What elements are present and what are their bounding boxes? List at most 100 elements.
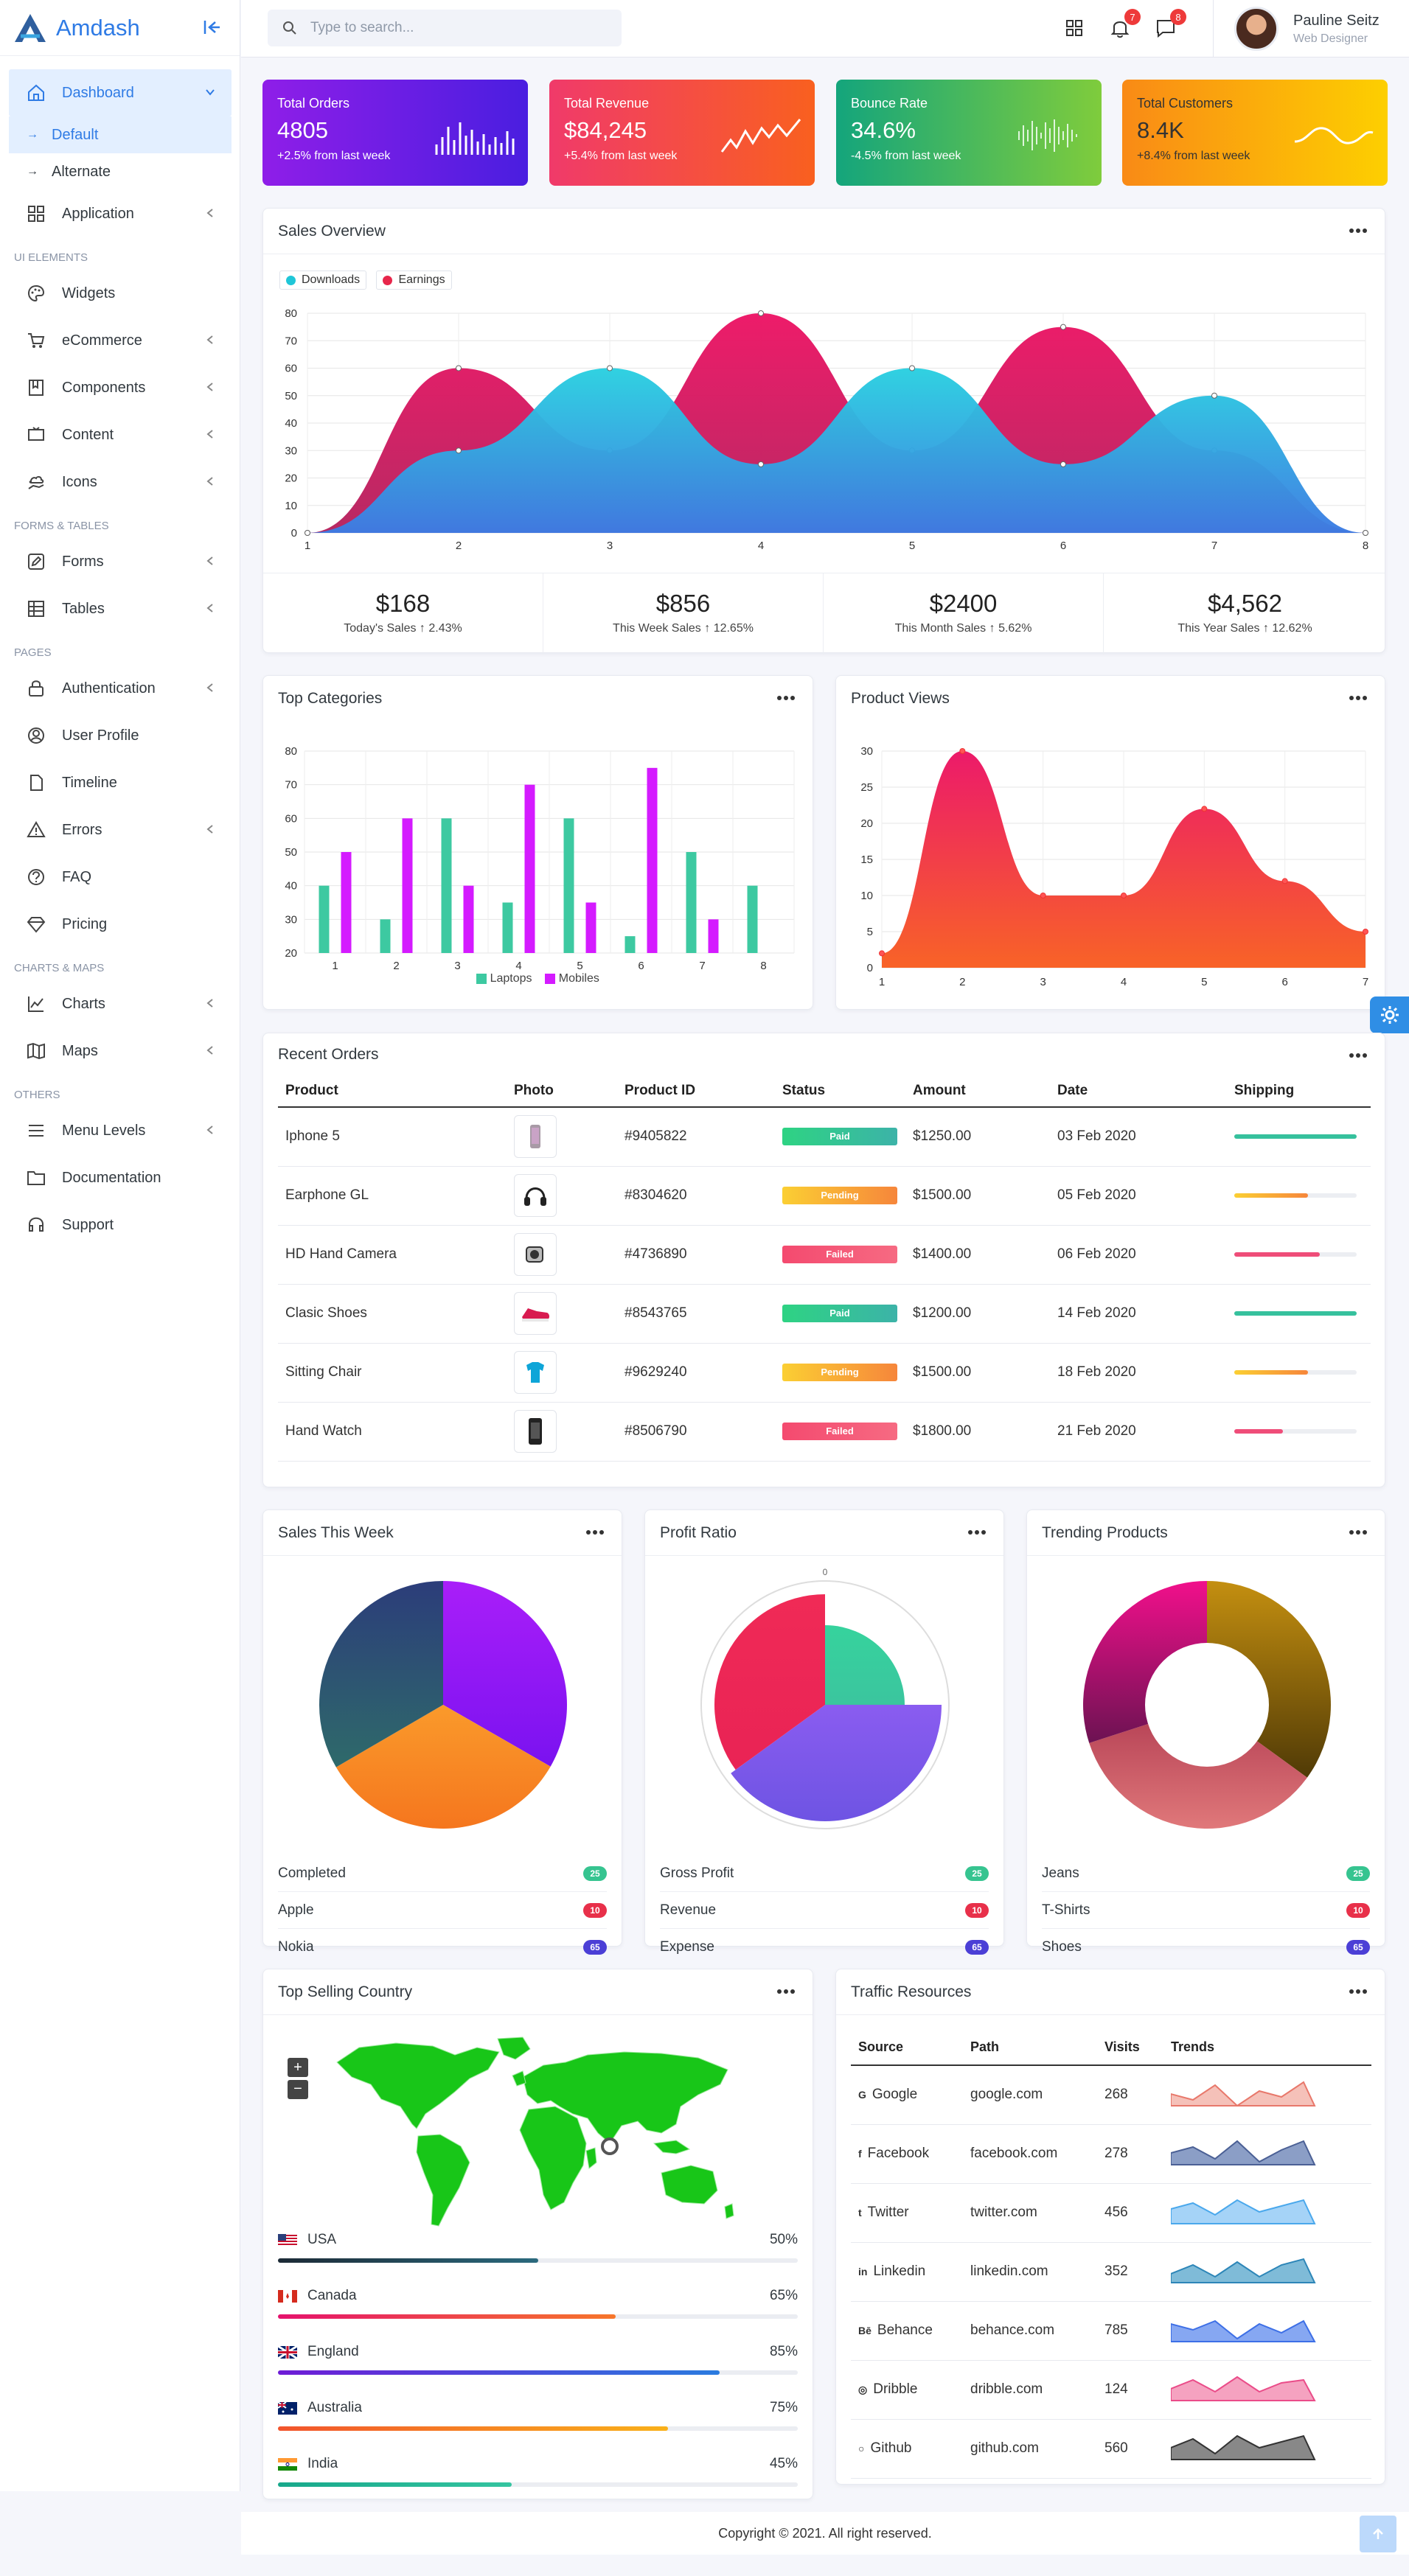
bar-laptops[interactable] [686, 852, 697, 953]
settings-toggle[interactable] [1370, 996, 1409, 1033]
pie-slice-nokia[interactable] [319, 1581, 443, 1767]
legend-label[interactable]: Laptops [490, 972, 532, 985]
data-point[interactable] [1363, 530, 1368, 536]
column-header[interactable]: Status [782, 1075, 913, 1108]
table-row[interactable]: Bē Behance behance.com 785 [851, 2301, 1371, 2361]
sidebar-item-pricing[interactable]: Pricing [9, 901, 232, 948]
bar-laptops[interactable] [747, 885, 758, 953]
sidebar-item-ecommerce[interactable]: eCommerce [9, 317, 232, 364]
series-area-downloads[interactable] [307, 368, 1365, 534]
sidebar-item-icons[interactable]: Icons [9, 458, 232, 506]
notifications-button[interactable]: 7 [1108, 9, 1141, 40]
table-row[interactable]: Earphone GL #8304620 Pending $1500.00 05… [278, 1166, 1371, 1226]
sidebar-item-dashboard[interactable]: Dashboard [9, 69, 232, 116]
bar-laptops[interactable] [380, 919, 391, 953]
search-input[interactable]: Type to search... [268, 10, 622, 46]
bar-mobiles[interactable] [524, 784, 535, 953]
bar-laptops[interactable] [625, 936, 636, 953]
data-point[interactable] [879, 950, 885, 957]
sidebar-subitem-default[interactable]: → Default [9, 116, 232, 153]
table-row[interactable]: ◎ Dribble dribble.com 124 [851, 2360, 1371, 2420]
sidebar-item-user-profile[interactable]: User Profile [9, 712, 232, 759]
sidebar-item-tables[interactable]: Tables [9, 585, 232, 632]
bar-mobiles[interactable] [708, 919, 719, 953]
pie-slice-expense[interactable] [714, 1594, 825, 1770]
table-row[interactable]: f Facebook facebook.com 278 [851, 2124, 1371, 2184]
more-options-icon[interactable] [776, 1986, 796, 1997]
data-point[interactable] [607, 365, 613, 371]
more-options-icon[interactable] [1348, 1050, 1368, 1061]
table-row[interactable]: in Linkedin linkedin.com 352 [851, 2242, 1371, 2302]
data-point[interactable] [1060, 324, 1066, 330]
table-row[interactable]: ○ Github github.com 560 [851, 2419, 1371, 2479]
sidebar-subitem-alternate[interactable]: → Alternate [9, 153, 232, 190]
pie-slice-revenue[interactable] [731, 1705, 942, 1821]
column-header[interactable]: Product ID [625, 1075, 782, 1108]
data-point[interactable] [758, 461, 764, 467]
sidebar-item-application[interactable]: Application [9, 190, 232, 237]
pie-slice-gross-profit[interactable] [825, 1625, 905, 1705]
legend-downloads[interactable]: Downloads [279, 270, 367, 290]
column-header[interactable]: Source [851, 2030, 970, 2066]
sidebar-item-forms[interactable]: Forms [9, 538, 232, 585]
back-to-top-button[interactable] [1360, 2516, 1396, 2552]
sidebar-item-widgets[interactable]: Widgets [9, 270, 232, 317]
more-options-icon[interactable] [1348, 1527, 1368, 1537]
brand[interactable]: Amdash [0, 0, 240, 56]
data-point[interactable] [305, 530, 310, 536]
data-point[interactable] [1363, 929, 1368, 935]
bar-mobiles[interactable] [402, 818, 413, 953]
world-map[interactable] [330, 2033, 742, 2239]
more-options-icon[interactable] [1348, 693, 1368, 703]
column-header[interactable]: Trends [1171, 2030, 1371, 2066]
data-point[interactable] [1201, 806, 1208, 812]
bar-laptops[interactable] [563, 818, 574, 953]
data-point[interactable] [1040, 893, 1046, 898]
data-point[interactable] [1060, 461, 1066, 467]
column-header[interactable]: Path [970, 2030, 1104, 2066]
legend-earnings[interactable]: Earnings [376, 270, 452, 290]
legend-label[interactable]: Mobiles [558, 972, 599, 985]
pie-slice-completed[interactable] [443, 1581, 567, 1767]
bar-mobiles[interactable] [341, 852, 352, 953]
sidebar-item-charts[interactable]: Charts [9, 980, 232, 1027]
sidebar-item-authentication[interactable]: Authentication [9, 665, 232, 712]
bar-mobiles[interactable] [463, 885, 474, 953]
column-header[interactable]: Photo [514, 1075, 625, 1108]
more-options-icon[interactable] [1348, 1986, 1368, 1997]
sidebar-item-components[interactable]: Components [9, 364, 232, 411]
table-row[interactable]: Clasic Shoes #8543765 Paid $1200.00 14 F… [278, 1284, 1371, 1344]
column-header[interactable]: Visits [1104, 2030, 1171, 2066]
data-point[interactable] [758, 310, 764, 316]
donut-slice-jeans[interactable] [1207, 1581, 1331, 1778]
column-header[interactable]: Date [1057, 1075, 1234, 1108]
bar-laptops[interactable] [319, 885, 330, 953]
sidebar-item-content[interactable]: Content [9, 411, 232, 458]
data-point[interactable] [909, 365, 915, 371]
more-options-icon[interactable] [776, 693, 796, 703]
sidebar-item-errors[interactable]: Errors [9, 806, 232, 854]
map-zoom-in-button[interactable]: + [288, 2058, 308, 2077]
collapse-sidebar-icon[interactable] [201, 16, 223, 38]
table-row[interactable]: Hand Watch #8506790 Failed $1800.00 21 F… [278, 1402, 1371, 1462]
table-row[interactable]: HD Hand Camera #4736890 Failed $1400.00 … [278, 1225, 1371, 1285]
sidebar-item-faq[interactable]: FAQ [9, 854, 232, 901]
sidebar-item-support[interactable]: Support [9, 1201, 232, 1249]
map-zoom-out-button[interactable]: − [288, 2080, 308, 2099]
apps-button[interactable] [1062, 16, 1086, 40]
data-point[interactable] [1121, 893, 1127, 898]
bar-laptops[interactable] [441, 818, 452, 953]
table-row[interactable]: Sitting Chair #9629240 Pending $1500.00 … [278, 1343, 1371, 1403]
table-row[interactable]: G Google google.com 268 [851, 2065, 1371, 2125]
sidebar-item-timeline[interactable]: Timeline [9, 759, 232, 806]
column-header[interactable]: Shipping [1234, 1075, 1371, 1108]
data-point[interactable] [456, 447, 462, 454]
bar-mobiles[interactable] [585, 902, 596, 954]
data-point[interactable] [1211, 392, 1217, 399]
table-row[interactable]: Iphone 5 #9405822 Paid $1250.00 03 Feb 2… [278, 1107, 1371, 1167]
data-point[interactable] [1281, 878, 1288, 884]
user-menu[interactable]: Pauline Seitz Web Designer [1213, 0, 1409, 57]
series-area-views[interactable] [882, 751, 1365, 968]
sidebar-item-documentation[interactable]: Documentation [9, 1154, 232, 1201]
bar-mobiles[interactable] [647, 767, 658, 953]
